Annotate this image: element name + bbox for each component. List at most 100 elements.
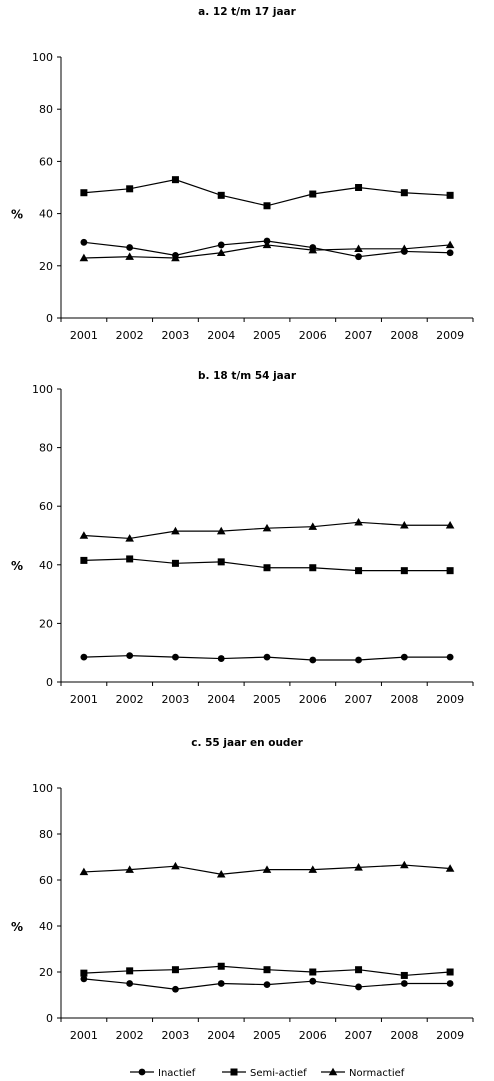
data-point-square	[309, 190, 317, 198]
y-tick-label: 60	[39, 155, 53, 168]
data-point-circle	[263, 981, 271, 989]
data-point-square	[400, 971, 408, 979]
data-point-circle	[80, 238, 88, 246]
legend-label: Normactief	[349, 1068, 405, 1079]
data-point-square	[263, 564, 271, 572]
data-point-circle	[172, 653, 179, 661]
data-point-square	[309, 968, 317, 976]
data-point-triangle	[125, 534, 134, 542]
y-tick-label: 20	[39, 260, 53, 273]
legend: Inactief Semi-actief Normactief	[130, 1067, 405, 1079]
series-semi-actief	[80, 962, 454, 979]
data-point-triangle	[125, 865, 134, 873]
data-point-triangle	[400, 860, 409, 869]
x-tick-label: 2009	[436, 693, 464, 706]
data-point-square	[263, 966, 271, 974]
data-point-circle	[172, 985, 179, 993]
legend-item-normactief: Normactief	[321, 1067, 405, 1079]
legend-label: Inactief	[158, 1068, 196, 1079]
x-tick-label: 2008	[390, 1029, 418, 1042]
series-inactief	[80, 975, 454, 993]
data-point-square	[446, 968, 454, 976]
data-point-circle	[217, 655, 225, 662]
data-point-triangle	[79, 531, 89, 539]
series-line	[83, 179, 451, 207]
y-tick-label: 80	[39, 828, 53, 841]
x-tick-label: 2003	[161, 693, 189, 706]
data-point-circle	[217, 980, 225, 987]
data-point-square	[126, 185, 134, 193]
y-tick-label: 0	[46, 312, 53, 325]
x-tick-label: 2006	[299, 329, 327, 342]
legend-marker-triangle	[328, 1067, 338, 1076]
data-point-triangle	[354, 244, 363, 253]
data-point-triangle	[79, 867, 89, 876]
x-tick-label: 2005	[253, 1029, 281, 1042]
data-point-circle	[263, 653, 271, 661]
x-tick-label: 2005	[253, 329, 281, 342]
data-point-circle	[309, 656, 317, 664]
data-point-circle	[126, 244, 134, 251]
data-point-circle	[355, 983, 362, 991]
data-point-square	[80, 556, 88, 564]
legend-marker-square	[230, 1068, 238, 1076]
x-tick-label: 2002	[116, 1029, 144, 1042]
data-point-triangle	[262, 240, 272, 249]
y-tick-label: 0	[46, 1012, 53, 1025]
legend-item-inactief: Inactief	[130, 1068, 196, 1079]
data-point-circle	[400, 980, 408, 987]
data-point-square	[355, 966, 363, 974]
data-point-square	[171, 559, 179, 567]
legend-marker-circle	[138, 1068, 146, 1076]
y-tick-label: 60	[39, 874, 53, 887]
data-point-triangle	[79, 253, 89, 262]
data-point-triangle	[308, 865, 318, 873]
data-point-square	[126, 555, 134, 563]
x-tick-label: 2004	[207, 1029, 235, 1042]
y-tick-label: 80	[39, 442, 53, 455]
data-point-triangle	[171, 253, 180, 262]
x-tick-label: 2007	[345, 1029, 373, 1042]
x-tick-label: 2007	[345, 693, 373, 706]
y-tick-label: 40	[39, 920, 53, 933]
legend-item-semi-actief: Semi-actief	[222, 1068, 307, 1079]
x-tick-label: 2004	[207, 693, 235, 706]
data-point-square	[355, 184, 363, 191]
series-inactief	[80, 652, 454, 664]
data-point-square	[80, 969, 88, 977]
data-point-circle	[217, 241, 225, 249]
chart-panel-2: b. 18 t/m 54 jaar% 0 20 40 60 80 100 2001 2002 20…	[11, 370, 474, 706]
data-point-circle	[400, 653, 408, 661]
x-tick-label: 2003	[161, 329, 189, 342]
x-tick-label: 2005	[253, 693, 281, 706]
chart-title: c. 55 jaar en ouder	[191, 737, 303, 749]
x-tick-label: 2006	[299, 693, 327, 706]
data-point-square	[400, 189, 408, 197]
series-normactief	[79, 518, 455, 542]
data-point-triangle	[354, 863, 363, 871]
y-tick-label: 80	[39, 103, 53, 116]
data-point-square	[217, 962, 225, 970]
data-point-square	[446, 567, 454, 575]
chart-title: b. 18 t/m 54 jaar	[198, 370, 297, 382]
y-tick-label: 20	[39, 617, 53, 630]
data-point-triangle	[445, 864, 455, 872]
x-tick-label: 2009	[436, 329, 464, 342]
x-tick-label: 2009	[436, 1029, 464, 1042]
data-point-triangle	[445, 520, 455, 529]
y-tick-label: 60	[39, 500, 53, 513]
data-point-circle	[446, 653, 454, 661]
series-normactief	[79, 860, 455, 878]
series-normactief	[79, 240, 455, 262]
data-point-square	[355, 567, 363, 575]
series-semi-actief	[80, 555, 454, 575]
data-point-square	[217, 558, 225, 566]
x-tick-label: 2008	[390, 329, 418, 342]
data-point-square	[263, 202, 271, 210]
x-tick-label: 2004	[207, 329, 235, 342]
data-point-square	[400, 567, 408, 575]
data-point-triangle	[216, 869, 226, 878]
legend-label: Semi-actief	[250, 1068, 307, 1079]
data-point-circle	[446, 980, 454, 987]
x-tick-label: 2003	[161, 1029, 189, 1042]
